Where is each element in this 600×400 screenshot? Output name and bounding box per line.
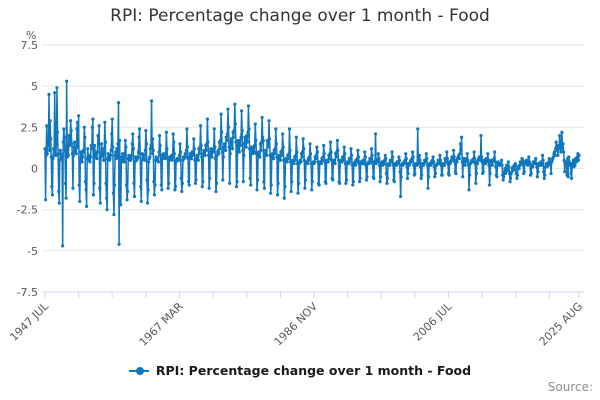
source-label: Source:	[547, 380, 593, 394]
svg-text:2025 AUG: 2025 AUG	[537, 300, 586, 349]
svg-text:1986 NOV: 1986 NOV	[272, 300, 321, 349]
svg-text:-7.5: -7.5	[17, 286, 38, 299]
x-axis-labels: 1947 JUL 1967 MAR 1986 NOV 2006 JUL 2025 AUG	[7, 299, 585, 349]
legend-series-label: RPI: Percentage change over 1 month - Fo…	[155, 363, 472, 378]
svg-text:-5: -5	[27, 245, 38, 258]
svg-text:2006 JUL: 2006 JUL	[411, 299, 455, 343]
y-axis-labels: 7.5 5 2.5 0 -2.5 -5 -7.5	[17, 39, 38, 299]
page-title: RPI: Percentage change over 1 month - Fo…	[110, 6, 490, 26]
svg-text:0: 0	[31, 163, 38, 176]
svg-text:1947 JUL: 1947 JUL	[7, 299, 51, 343]
y-axis-unit-label: %	[26, 29, 37, 42]
legend: RPI: Percentage change over 1 month - Fo…	[0, 363, 600, 378]
svg-text:1967 MAR: 1967 MAR	[137, 300, 186, 349]
series-line	[44, 80, 580, 247]
x-axis	[42, 291, 584, 298]
svg-text:2.5: 2.5	[21, 121, 39, 134]
svg-text:5: 5	[31, 80, 38, 93]
legend-item-rpi-food[interactable]: RPI: Percentage change over 1 month - Fo…	[128, 363, 472, 378]
svg-text:-2.5: -2.5	[17, 204, 38, 217]
series-markers	[43, 79, 581, 248]
series-line-marker-icon	[128, 366, 149, 375]
svg-text:7.5: 7.5	[21, 39, 39, 52]
